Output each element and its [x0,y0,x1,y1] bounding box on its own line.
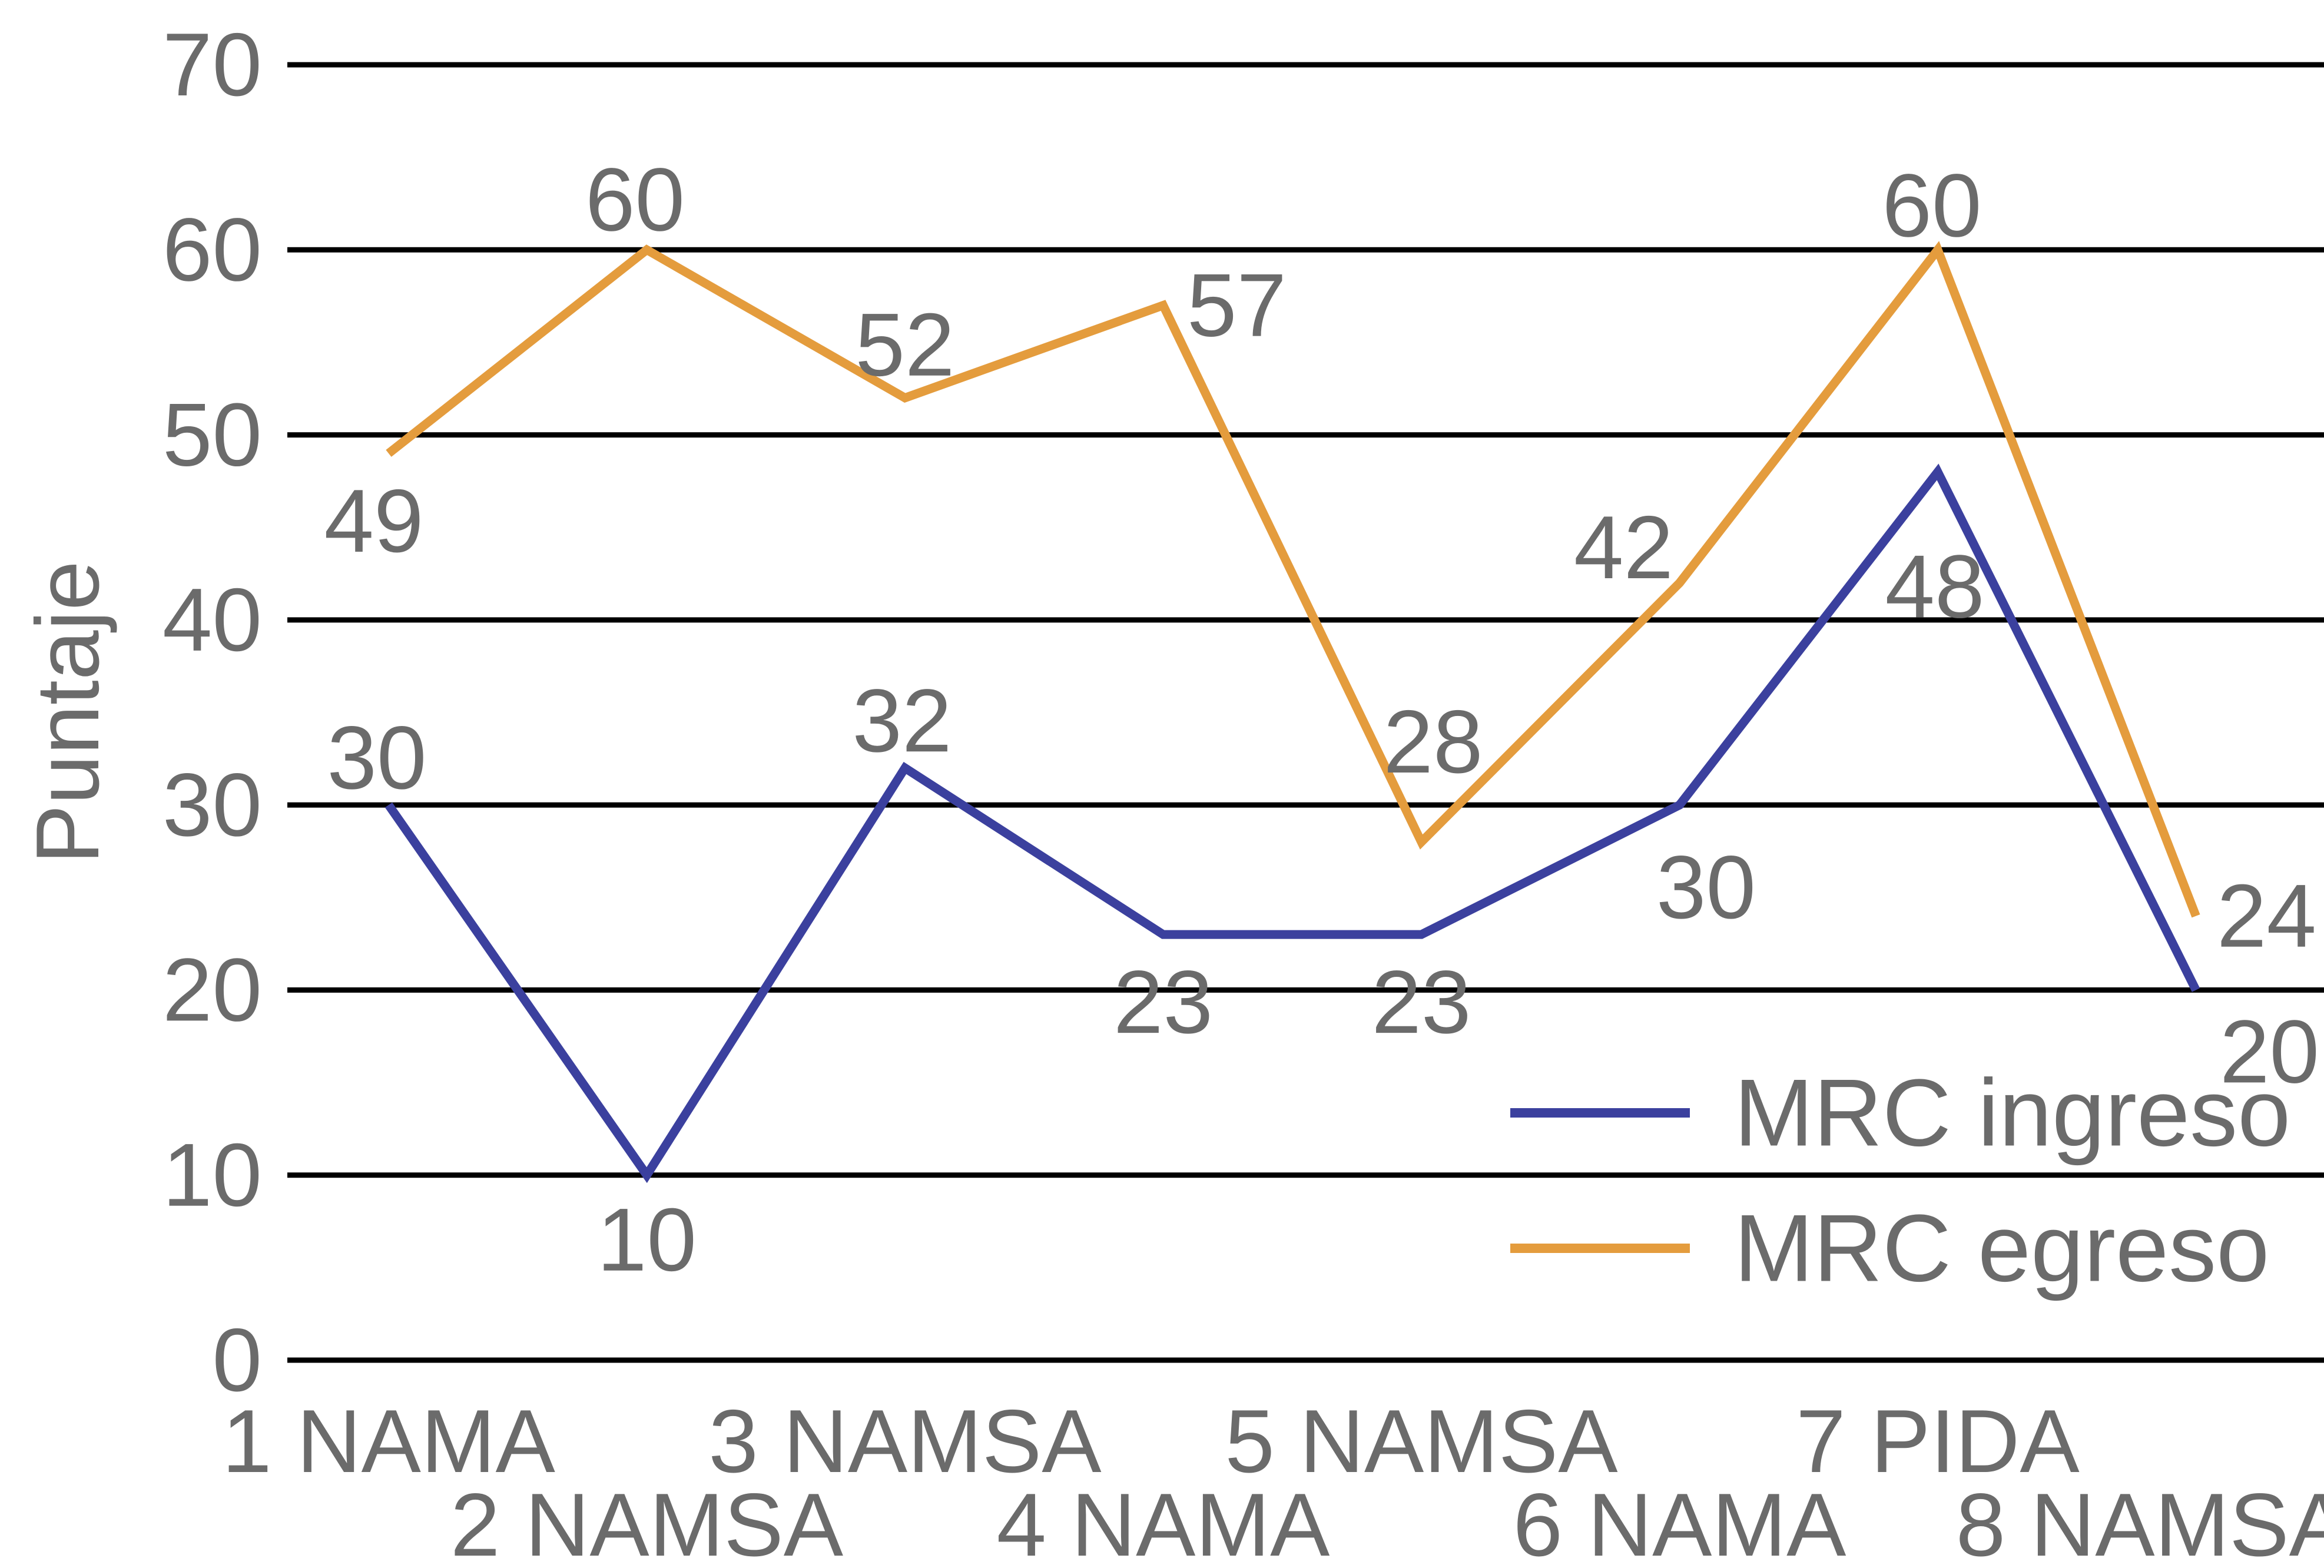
y-tick-label: 0 [212,1310,262,1410]
y-axis-label: Puntaje [18,561,118,864]
data-label-mrc-egreso: 57 [1187,256,1287,356]
x-category-label: 6 NAMA [1513,1475,1847,1568]
data-label-mrc-egreso: 49 [324,471,423,571]
data-label-mrc-egreso: 60 [1882,155,1981,256]
data-label-mrc-ingreso: 10 [597,1190,697,1290]
y-tick-label: 70 [163,15,262,115]
data-label-mrc-egreso: 52 [855,295,954,395]
data-label-mrc-egreso: 28 [1383,692,1483,792]
x-category-label: 7 PIDA [1796,1391,2080,1491]
data-label-mrc-egreso: 60 [585,150,685,250]
data-label-mrc-ingreso: 23 [1371,952,1471,1052]
x-category-label: 1 NAMA [222,1391,556,1491]
y-tick-label: 60 [163,200,262,300]
y-tick-label: 30 [163,755,262,855]
x-category-label: 2 NAMSA [450,1475,844,1568]
series-line-mrc-egreso [386,241,2200,918]
data-label-mrc-ingreso: 20 [2220,1002,2319,1102]
y-tick-label: 50 [163,385,262,485]
data-label-mrc-egreso: 24 [2217,866,2316,966]
legend-label-mrc-ingreso: MRC ingreso [1734,1060,2290,1166]
data-label-mrc-ingreso: 23 [1113,952,1213,1052]
data-label-mrc-ingreso: 30 [327,708,426,808]
data-label-mrc-ingreso: 30 [1656,837,1756,937]
y-tick-label: 10 [163,1125,262,1225]
data-label-mrc-ingreso: 32 [852,671,952,771]
legend-label-mrc-egreso: MRC egreso [1734,1195,2269,1302]
x-category-label: 5 NAMSA [1225,1391,1618,1491]
x-category-label: 8 NAMSA [1956,1475,2324,1568]
data-label-mrc-ingreso: 48 [1885,536,1984,637]
series-line-mrc-ingreso [384,463,2200,1184]
x-category-label: 3 NAMSA [708,1391,1102,1491]
y-tick-label: 40 [163,570,262,670]
y-tick-label: 20 [163,940,262,1040]
x-category-label: 4 NAMA [997,1475,1331,1568]
data-label-mrc-egreso: 42 [1574,498,1673,598]
